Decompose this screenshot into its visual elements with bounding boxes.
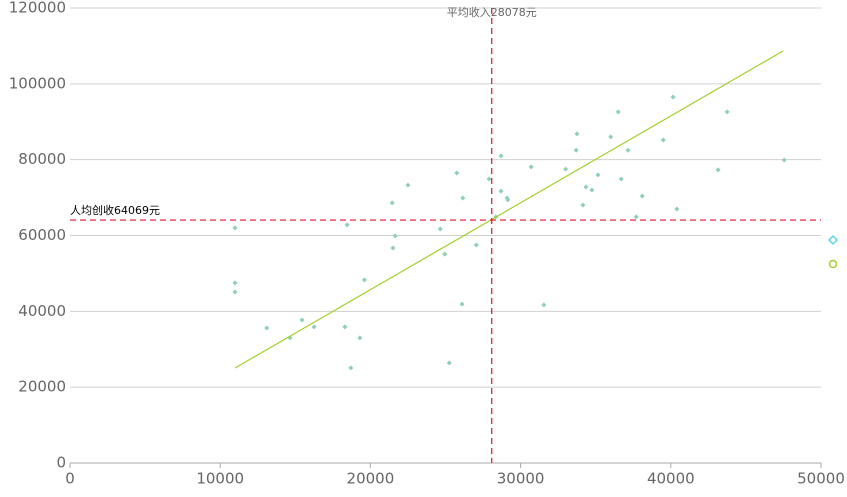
point (660, 137, 666, 143)
point (311, 324, 317, 330)
point (392, 233, 398, 239)
point (232, 280, 238, 286)
point (580, 202, 586, 208)
point (357, 335, 363, 341)
point (618, 176, 624, 182)
point (498, 188, 504, 194)
point (454, 170, 460, 176)
point (724, 109, 730, 115)
y-tick-label: 40000 (18, 302, 66, 320)
point (498, 153, 504, 159)
x-tick-label: 50000 (797, 470, 845, 488)
point (563, 166, 569, 172)
point (232, 289, 238, 295)
point (595, 172, 601, 178)
point (473, 242, 479, 248)
x-tick-label: 40000 (647, 470, 695, 488)
y-tick-label: 120000 (9, 0, 66, 17)
point (541, 302, 547, 308)
trend-line (234, 50, 784, 369)
point (615, 109, 621, 115)
point (390, 245, 396, 251)
point (573, 147, 579, 153)
point (348, 365, 354, 371)
point (460, 195, 466, 201)
point (344, 222, 350, 228)
x-tick-label: 20000 (347, 470, 395, 488)
point (342, 324, 348, 330)
x-tick-label: 10000 (196, 470, 244, 488)
point (389, 200, 395, 206)
point (361, 277, 367, 283)
point (299, 317, 305, 323)
point (670, 94, 676, 100)
x-tick-label: 30000 (497, 470, 545, 488)
point (405, 182, 411, 188)
point (574, 131, 580, 137)
point (633, 214, 639, 220)
point (232, 225, 238, 231)
point (639, 193, 645, 199)
point (446, 360, 452, 366)
point (264, 325, 270, 331)
reference-label: 人均创收64069元 (70, 203, 160, 217)
legend-marker (827, 234, 839, 246)
point (437, 226, 443, 232)
point (486, 176, 492, 182)
point (715, 167, 721, 173)
legend-marker (828, 259, 838, 269)
point (583, 184, 589, 190)
point (625, 147, 631, 153)
y-tick-label: 60000 (18, 226, 66, 244)
y-tick-label: 0 (56, 454, 66, 472)
y-tick-label: 80000 (18, 150, 66, 168)
point (442, 251, 448, 257)
y-tick-label: 100000 (9, 74, 66, 92)
legend (827, 234, 839, 269)
point (505, 197, 511, 203)
point (608, 134, 614, 140)
point (674, 206, 680, 212)
point (528, 164, 534, 170)
point (459, 301, 465, 307)
point (589, 187, 595, 193)
y-tick-label: 20000 (18, 378, 66, 396)
point (781, 157, 787, 163)
reference-label: 平均收入28078元 (447, 5, 537, 19)
x-tick-label: 0 (65, 470, 75, 488)
